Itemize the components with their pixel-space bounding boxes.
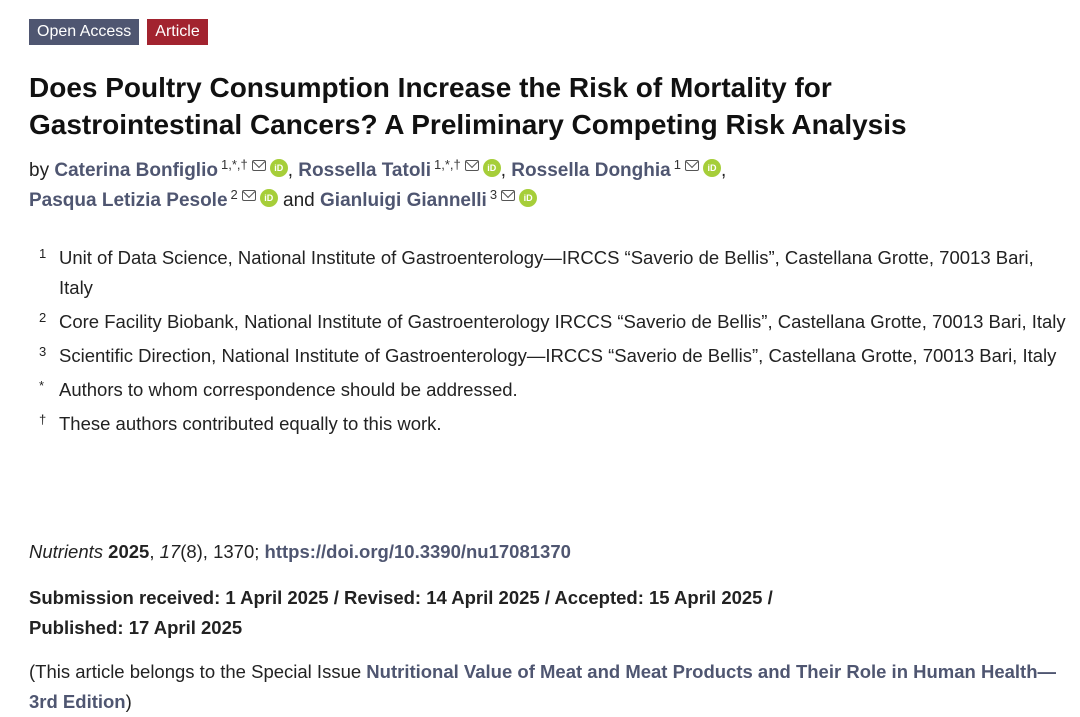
affiliation-text: These authors contributed equally to thi… xyxy=(59,413,442,434)
affiliation-text: Authors to whom correspondence should be… xyxy=(59,379,518,400)
author-sup-5: 3 xyxy=(489,187,498,202)
affiliation-item: 2 Core Facility Biobank, National Instit… xyxy=(39,307,1069,337)
email-icon[interactable] xyxy=(251,160,266,171)
affiliation-mark: 2 xyxy=(39,310,47,325)
dates-line-1: Submission received: 1 April 2025 / Revi… xyxy=(29,587,773,608)
affiliation-item: † These authors contributed equally to t… xyxy=(39,409,1069,439)
author-sup-1: 1,*,† xyxy=(220,157,248,172)
affiliation-item: 3 Scientific Direction, National Institu… xyxy=(39,341,1069,371)
author-name-3[interactable]: Rossella Donghia xyxy=(511,160,671,181)
email-icon[interactable] xyxy=(501,190,516,201)
affiliation-item: * Authors to whom correspondence should … xyxy=(39,375,1069,405)
author-name-1[interactable]: Caterina Bonfiglio xyxy=(54,160,218,181)
dates-line-2: Published: 17 April 2025 xyxy=(29,617,243,638)
orcid-icon[interactable]: iD xyxy=(259,189,278,207)
and-label: and xyxy=(283,190,315,211)
author-sup-3: 1 xyxy=(673,157,681,172)
affiliation-mark: † xyxy=(39,412,47,427)
badge-row: Open Access Article xyxy=(29,19,208,45)
author-sup-4: 2 xyxy=(230,187,238,202)
author-name-5[interactable]: Gianluigi Giannelli xyxy=(320,190,487,211)
affiliation-list: 1 Unit of Data Science, National Institu… xyxy=(39,243,1069,443)
affiliation-mark: 1 xyxy=(39,246,47,261)
doi-link[interactable]: https://doi.org/10.3390/nu17081370 xyxy=(264,541,571,562)
author-sup-2: 1,*,† xyxy=(433,157,461,172)
author-name-4[interactable]: Pasqua Letizia Pesole xyxy=(29,190,228,211)
author-list: by Caterina Bonfiglio 1,*,† iD, Rossella T… xyxy=(29,157,727,211)
orcid-icon[interactable]: iD xyxy=(482,159,501,177)
publication-dates: Submission received: 1 April 2025 / Revi… xyxy=(29,583,1029,643)
orcid-icon[interactable]: iD xyxy=(702,159,721,177)
affiliation-mark: * xyxy=(39,378,45,393)
article-title: Does Poultry Consumption Increase the Ri… xyxy=(29,72,907,140)
email-icon[interactable] xyxy=(684,160,699,171)
orcid-icon[interactable]: iD xyxy=(269,159,288,177)
orcid-icon[interactable]: iD xyxy=(519,189,538,207)
citation-issue-pages: (8), 1370; xyxy=(180,541,260,562)
special-issue-link[interactable]: Nutritional Value of Meat and Meat Produ… xyxy=(29,661,1057,712)
affiliation-text: Unit of Data Science, National Institute… xyxy=(59,247,1034,298)
author-name-2[interactable]: Rossella Tatoli xyxy=(298,160,431,181)
email-icon[interactable] xyxy=(464,160,479,171)
open-access-badge[interactable]: Open Access xyxy=(29,19,140,45)
affiliation-text: Core Facility Biobank, National Institut… xyxy=(59,311,1066,332)
affiliation-mark: 3 xyxy=(39,344,47,359)
email-icon[interactable] xyxy=(241,190,256,201)
affiliation-item: 1 Unit of Data Science, National Institu… xyxy=(39,243,1069,303)
special-issue-prefix: (This article belongs to the Special Iss… xyxy=(29,661,367,682)
affiliation-text: Scientific Direction, National Institute… xyxy=(59,345,1057,366)
citation-line: Nutrients 2025, 17(8), 1370; https://doi… xyxy=(29,541,571,562)
by-label: by xyxy=(29,160,50,181)
citation-year: 2025 xyxy=(108,541,150,562)
special-issue-note: (This article belongs to the Special Iss… xyxy=(29,657,1069,717)
article-type-badge[interactable]: Article xyxy=(147,19,208,45)
special-issue-suffix: ) xyxy=(125,691,132,712)
citation-volume: 17 xyxy=(159,541,181,562)
journal-name: Nutrients xyxy=(29,541,104,562)
